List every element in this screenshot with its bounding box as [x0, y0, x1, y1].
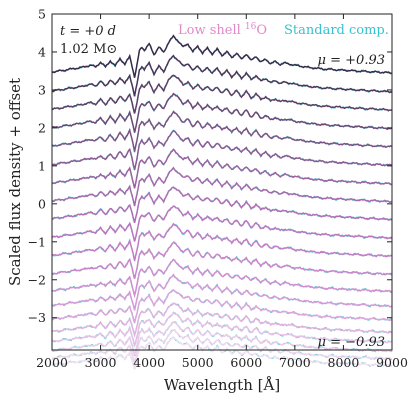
x-tick-label: 2000 — [36, 355, 68, 370]
x-tick-label: 9000 — [376, 355, 408, 370]
spectrum-low-shell-mu--0.93 — [51, 335, 393, 370]
spectrum-low-shell-mu-0.64 — [51, 92, 393, 133]
legend-low-shell-sup: 16 — [245, 22, 257, 32]
mu-bottom-label: μ = −0.93 — [318, 335, 385, 350]
y-tick-label: −2 — [28, 272, 46, 287]
mu-top-label: μ = +0.93 — [318, 53, 385, 68]
spectrum-low-shell-mu-0.45 — [51, 130, 393, 170]
x-tick-label: 5000 — [182, 355, 214, 370]
spectrum-low-shell-mu--0.25 — [51, 258, 393, 299]
y-axis-title: Scaled flux density + offset — [6, 78, 24, 286]
x-axis-title: Wavelength [Å] — [164, 376, 280, 394]
spectrum-low-shell-mu-0.83 — [51, 54, 393, 97]
x-tick-label: 4000 — [133, 355, 165, 370]
x-tick-label: 7000 — [279, 355, 311, 370]
spectrum-low-shell-mu-0.54 — [51, 110, 393, 152]
spectrum-low-shell-mu--0.64 — [51, 311, 393, 347]
spectrum-low-shell-mu-0.15 — [51, 186, 393, 224]
time-annotation: t = +0 d — [60, 24, 116, 39]
spectrum-low-shell-mu--0.83 — [51, 329, 393, 366]
spectrum-low-shell-mu--0.05 — [51, 222, 393, 261]
legend-low-shell: Low shell 16O — [178, 22, 267, 38]
y-tick-label: 1 — [38, 158, 46, 173]
plot-frame — [51, 13, 393, 351]
spectrum-low-shell-mu-0.25 — [51, 166, 393, 207]
spectrum-low-shell-mu-0.05 — [51, 205, 393, 242]
y-tick-label: −3 — [28, 310, 46, 325]
y-ticks-layer: −3 −2 −1 0 1 2 3 4 5 — [28, 7, 392, 325]
spectrum-low-shell-mu-0.93 — [51, 34, 393, 78]
spectrum-low-shell-mu--0.45 — [51, 289, 393, 324]
x-tick-label: 6000 — [230, 355, 262, 370]
y-tick-label: 3 — [38, 82, 46, 97]
y-tick-label: 2 — [38, 120, 46, 135]
spectrum-low-shell-mu--0.15 — [51, 241, 393, 279]
mass-annotation: 1.02 M⊙ — [60, 42, 117, 57]
y-tick-label: 5 — [38, 7, 46, 22]
legend-low-shell-prefix: Low shell — [178, 23, 245, 38]
x-ticks-layer: 2000 3000 4000 5000 6000 7000 8000 9000 — [36, 14, 408, 370]
x-tick-label: 8000 — [328, 355, 360, 370]
legend-standard-comp: Standard comp. — [284, 23, 389, 38]
legend-low-shell-suffix: O — [256, 23, 267, 38]
spectrum-low-shell-mu--0.74 — [51, 320, 393, 356]
y-tick-label: −1 — [28, 234, 46, 249]
spectrum-low-shell-mu-0.74 — [51, 74, 393, 114]
spectrum-low-shell-mu--0.35 — [51, 273, 393, 311]
spectrum-low-shell-mu-0.35 — [51, 148, 393, 189]
y-tick-label: 4 — [38, 44, 46, 59]
spectrum-low-shell-mu--0.54 — [51, 302, 393, 338]
y-tick-label: 0 — [38, 196, 46, 211]
series-layer — [51, 34, 393, 370]
x-tick-label: 3000 — [85, 355, 117, 370]
